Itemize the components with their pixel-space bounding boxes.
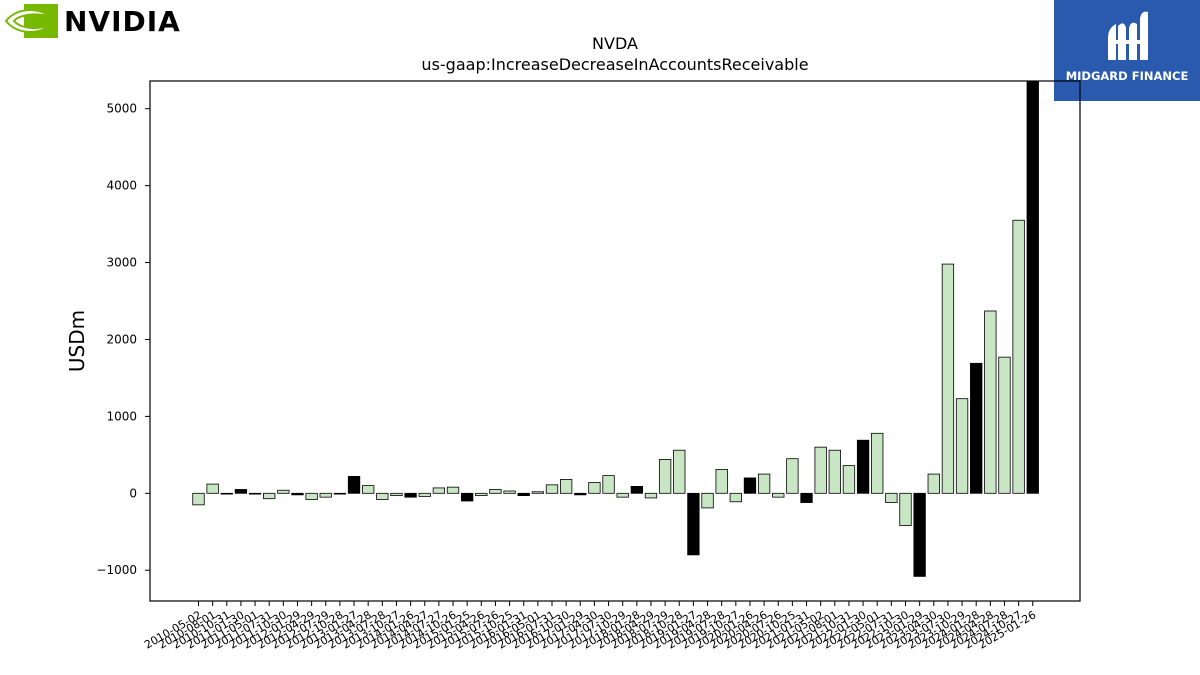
bar — [404, 492, 417, 498]
bar — [715, 469, 728, 494]
bar — [998, 356, 1011, 494]
bar — [729, 492, 742, 503]
bar — [517, 492, 530, 497]
bar — [687, 492, 700, 556]
bar — [376, 492, 389, 500]
bar — [941, 263, 955, 494]
bar — [743, 477, 757, 494]
bar — [658, 459, 672, 494]
midgard-finance-wordmark: MIDGARD FINANCE — [1065, 69, 1189, 83]
bar — [418, 492, 431, 497]
y-tick-label: 3000 — [106, 256, 137, 270]
nvidia-wordmark: NVIDIA — [64, 5, 181, 38]
bar — [602, 475, 615, 494]
bar — [970, 362, 983, 494]
bar — [559, 479, 573, 494]
bar — [291, 492, 304, 496]
bar — [475, 492, 488, 497]
y-tick-label: 5000 — [106, 102, 137, 116]
bar — [800, 492, 813, 503]
bar — [673, 449, 686, 494]
bar — [503, 490, 516, 494]
bar — [913, 492, 926, 577]
bar — [814, 446, 827, 494]
bar — [630, 485, 643, 494]
y-tick-label: 2000 — [106, 332, 137, 346]
plot-frame — [149, 80, 1081, 602]
y-tick-label: −1000 — [96, 563, 137, 577]
bar — [786, 458, 799, 494]
bar — [206, 483, 219, 494]
bar — [757, 473, 771, 494]
bar — [588, 482, 601, 494]
bar — [828, 449, 841, 494]
bar — [446, 486, 460, 494]
bar — [305, 492, 318, 500]
bar — [955, 398, 969, 494]
bar — [347, 475, 361, 494]
bar — [319, 492, 332, 498]
bar — [192, 492, 205, 506]
chart-title-block: NVDA us-gaap:IncreaseDecreaseInAccountsR… — [300, 33, 930, 75]
nvidia-eye-swirl — [4, 9, 53, 33]
bar — [899, 492, 912, 527]
bar — [362, 485, 375, 494]
bar — [616, 492, 629, 498]
bar — [856, 439, 870, 494]
y-tick-label: 0 — [129, 486, 137, 500]
midgard-emblem — [1108, 11, 1148, 61]
bar — [701, 492, 714, 509]
bar — [234, 489, 248, 494]
y-axis-label: USDm — [65, 310, 89, 372]
bar — [871, 432, 884, 494]
bar — [644, 492, 658, 499]
chart-title: NVDA — [592, 34, 638, 53]
bar — [984, 310, 997, 494]
bar — [461, 492, 474, 502]
bar — [574, 492, 587, 496]
bar — [489, 489, 502, 494]
bar — [263, 492, 276, 500]
bar — [772, 492, 785, 498]
y-tick-label: 1000 — [106, 409, 137, 423]
bar — [220, 492, 233, 495]
bar — [390, 492, 403, 497]
bar — [545, 484, 559, 494]
chart-subtitle: us-gaap:IncreaseDecreaseInAccountsReceiv… — [421, 55, 809, 74]
nvidia-logo — [4, 4, 58, 38]
bar — [1026, 80, 1039, 494]
bar — [1012, 219, 1025, 494]
y-tick-label: 4000 — [106, 179, 137, 193]
bar — [432, 487, 446, 494]
bar — [248, 492, 262, 495]
bar — [842, 465, 856, 494]
nvidia-eye-pupil — [26, 15, 42, 27]
bar — [927, 473, 940, 494]
bar — [277, 489, 290, 494]
bar — [333, 492, 347, 495]
bar — [885, 492, 898, 503]
midgard-finance-logo: MIDGARD FINANCE — [1054, 0, 1200, 101]
bar — [531, 491, 545, 494]
